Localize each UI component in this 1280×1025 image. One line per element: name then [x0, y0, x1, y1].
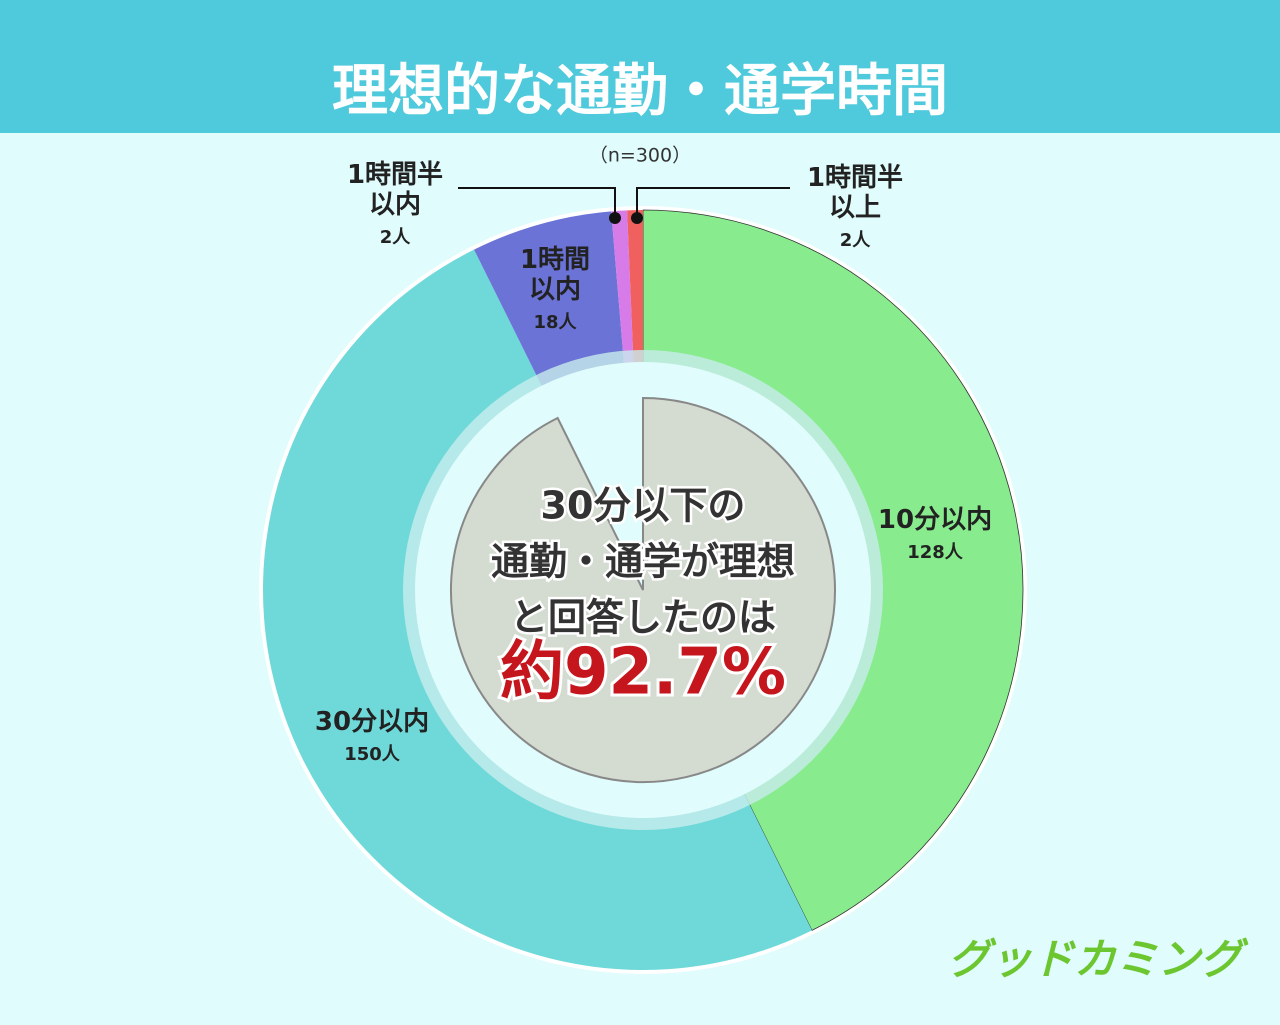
slice-label: 10分以内 [878, 505, 992, 535]
slice-value: 18人 [533, 312, 577, 333]
center-highlight: 約92.7% [500, 636, 786, 710]
slice-label: 30分以内 [315, 707, 429, 737]
leader-dot [631, 212, 643, 224]
slice-value: 2人 [380, 227, 412, 248]
sample-note: （n=300） [589, 145, 691, 167]
slice-label: 1時間半以上 [807, 163, 903, 223]
logo: グッドカミング [948, 935, 1249, 984]
center-text: と回答したのは [510, 596, 776, 640]
leader-dot [609, 212, 621, 224]
slice-label: 1時間以内 [520, 245, 590, 305]
slice-value: 150人 [344, 744, 401, 765]
slice-value: 2人 [840, 230, 872, 251]
slice-label: 1時間半以内 [347, 160, 443, 220]
highlight-sector [450, 396, 836, 783]
leader-line [458, 187, 616, 218]
center-text: 通勤・通学が理想 [491, 540, 795, 584]
donut [259, 206, 1027, 974]
leader-line [636, 187, 790, 218]
slice-value: 128人 [907, 542, 964, 563]
chart-title: 理想的な通勤・通学時間 [332, 59, 948, 124]
center-text: 30分以下の [541, 484, 746, 528]
header-band [0, 0, 1280, 133]
